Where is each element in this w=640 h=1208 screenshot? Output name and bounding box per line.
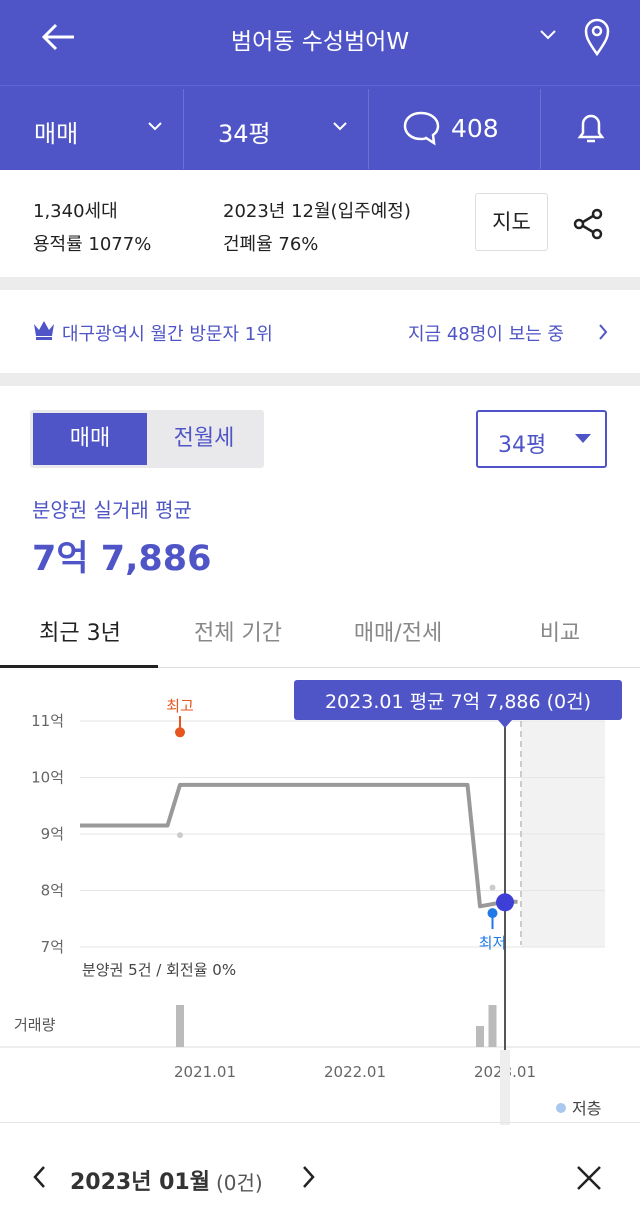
size-select[interactable]: 34평 (218, 120, 271, 148)
size-dropdown[interactable]: 34평 (476, 410, 607, 468)
floor-area-ratio: 용적률 1077% (33, 234, 152, 255)
max-label: 최고 (166, 697, 194, 715)
trade-toggle: 매매 전월세 (30, 410, 264, 468)
tab-sale-vs-jeonse[interactable]: 매매/전세 (353, 621, 443, 646)
volume-bar (176, 1005, 184, 1047)
filter-bar: 매매 34평 408 (0, 85, 640, 170)
legend-dot (556, 1103, 566, 1113)
chevron-down-icon[interactable] (540, 30, 556, 40)
selected-month: 2023년 01월 (70, 1170, 210, 1195)
selected-month-count: (0건) (216, 1171, 263, 1195)
tab-compare[interactable]: 비교 (539, 621, 581, 646)
comment-count[interactable]: 408 (451, 114, 499, 143)
chevron-down-icon[interactable] (148, 122, 162, 131)
legend-label: 저층 (572, 1099, 601, 1118)
trade-type-select[interactable]: 매매 (34, 120, 79, 148)
building-coverage-ratio: 건폐율 76% (223, 234, 319, 255)
visitor-rank[interactable]: 대구광역시 월간 방문자 1위 (62, 324, 273, 345)
summary-text: 분양권 5건 / 회전율 0% (82, 961, 236, 979)
bell-icon[interactable] (575, 110, 607, 146)
chevron-down-icon[interactable] (333, 122, 347, 131)
map-pin-icon[interactable] (583, 18, 611, 56)
size-dropdown-value: 34평 (498, 433, 547, 458)
caret-down-icon (575, 434, 591, 443)
crown-icon (34, 321, 54, 340)
tab-recent-3y[interactable]: 최근 3년 (39, 621, 121, 646)
divider (0, 277, 640, 290)
app-header: 범어동 수성범어W (0, 0, 640, 85)
selected-point (496, 893, 514, 912)
y-tick-label: 8억 (41, 882, 64, 900)
move-in-date: 2023년 12월(입주예정) (223, 201, 411, 222)
tooltip-box (294, 680, 622, 720)
price-label: 분양권 실거래 평균 (32, 498, 192, 522)
chevron-right-icon[interactable] (302, 1165, 316, 1189)
y-tick-label: 10억 (31, 769, 64, 787)
page-title[interactable]: 범어동 수성범어W (230, 29, 410, 55)
price-value: 7억 7,886 (32, 539, 212, 579)
active-tab-indicator (0, 665, 158, 668)
y-tick-label: 9억 (41, 825, 64, 843)
chevron-left-icon[interactable] (32, 1165, 46, 1189)
volume-bar (476, 1026, 484, 1047)
volume-label: 거래량 (14, 1016, 56, 1034)
tooltip-arrow (498, 720, 512, 728)
divider (0, 373, 640, 386)
households: 1,340세대 (33, 201, 118, 222)
chat-bubble-icon[interactable] (402, 110, 440, 146)
x-tick-label: 2021.01 (174, 1063, 236, 1081)
selection-handle (500, 1050, 510, 1125)
toggle-rent[interactable]: 전월세 (173, 426, 235, 451)
live-viewers[interactable]: 지금 48명이 보는 중 (408, 324, 564, 345)
tooltip-text: 2023.01 평균 7억 7,886 (0건) (325, 691, 591, 713)
volume-bar (488, 1005, 497, 1047)
min-point (487, 908, 498, 919)
map-button[interactable]: 지도 (475, 193, 548, 251)
chevron-right-icon[interactable] (598, 324, 608, 340)
price-line (80, 782, 518, 909)
toggle-sale[interactable]: 매매 (33, 413, 147, 465)
share-icon[interactable] (573, 208, 605, 240)
x-tick-label: 2022.01 (324, 1063, 386, 1081)
arrow-left-icon[interactable] (40, 22, 76, 52)
close-icon[interactable] (576, 1165, 602, 1191)
deal-point (177, 832, 183, 839)
min-label: 최저 (479, 934, 507, 952)
tab-all-period[interactable]: 전체 기간 (194, 621, 282, 646)
y-tick-label: 7억 (41, 938, 64, 956)
max-point (175, 727, 185, 738)
deal-point (489, 884, 496, 891)
price-chart[interactable]: 11억10억9억8억7억2021.012022.012023.01거래량분양권 … (0, 670, 640, 1125)
y-tick-label: 11억 (31, 712, 64, 730)
